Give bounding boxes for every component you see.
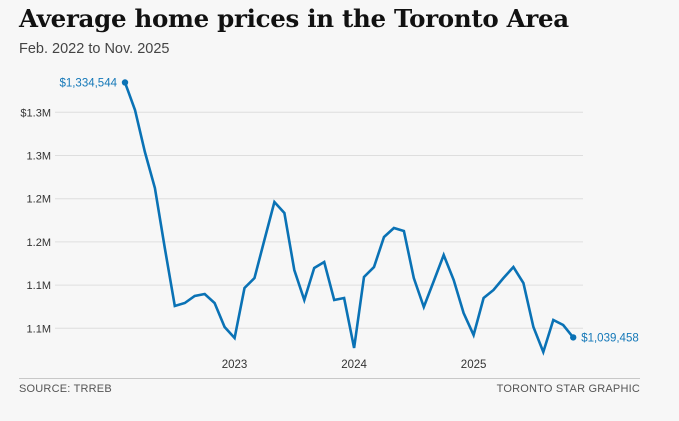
end-value-label: $1,039,458 [581,332,639,344]
y-tick-label: $1.3M [20,107,51,119]
start-point-marker [121,79,129,86]
y-tick-label: 1.2M [27,194,51,206]
chart-title: Average home prices in the Toronto Area [19,4,569,33]
x-axis-ticks: 2023 2024 2025 [222,359,487,371]
y-tick-label: 1.3M [27,151,51,163]
series-layer [123,81,575,356]
series-line [123,81,575,356]
y-gridlines [55,111,583,329]
annotations-layer: $1,334,544 $1,039,458 [59,77,638,344]
x-tick-label: 2024 [341,359,367,371]
footer-divider [19,378,640,379]
y-tick-label: 1.2M [27,237,51,249]
source-credit: SOURCE: TRREB [19,383,112,395]
end-point-marker [570,334,577,341]
y-tick-label: 1.1M [27,323,51,335]
y-tick-label: 1.1M [27,280,51,292]
chart-subtitle: Feb. 2022 to Nov. 2025 [19,41,170,57]
y-axis-ticks: 1.1M 1.1M 1.2M 1.2M 1.3M $1.3M [20,107,51,335]
start-value-label: $1,334,544 [59,77,117,89]
x-tick-label: 2023 [222,359,248,371]
graphic-credit: TORONTO STAR GRAPHIC [496,383,640,395]
x-tick-label: 2025 [461,359,487,371]
